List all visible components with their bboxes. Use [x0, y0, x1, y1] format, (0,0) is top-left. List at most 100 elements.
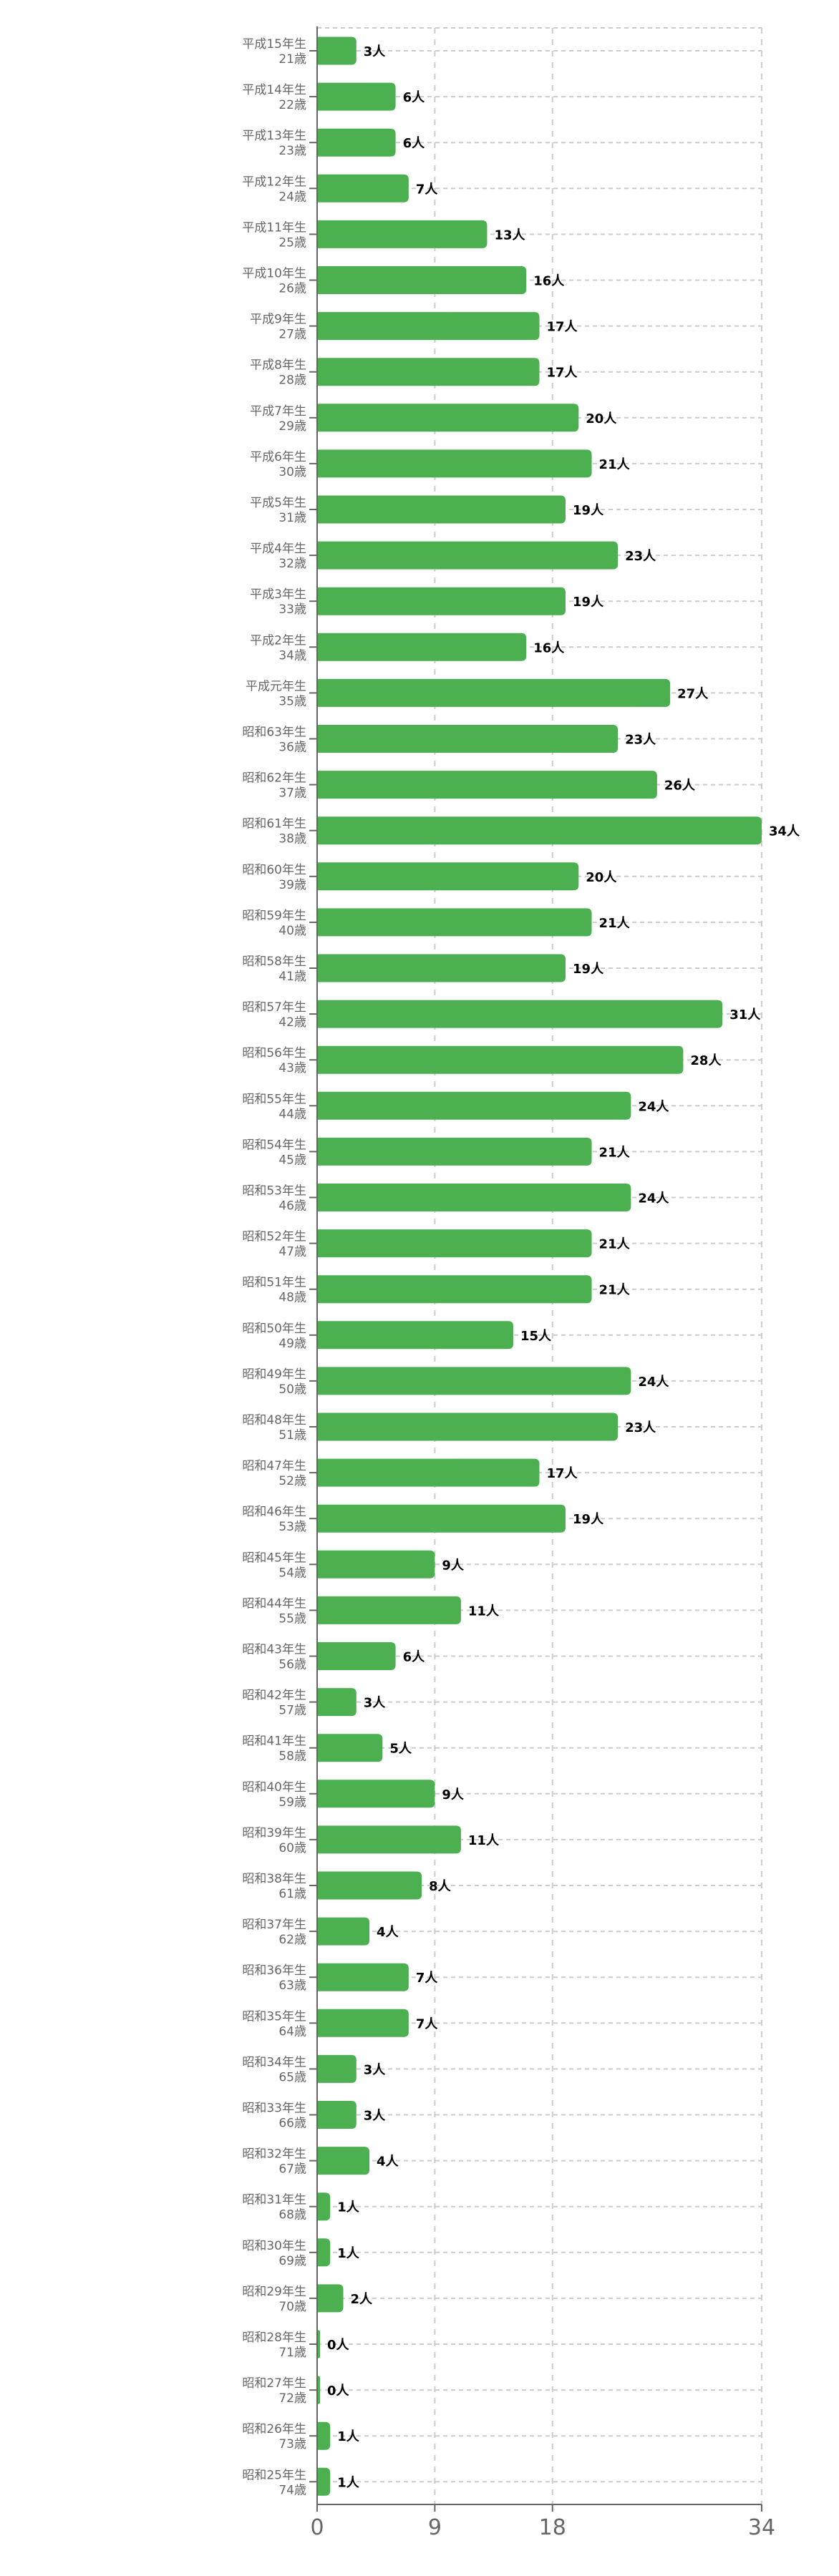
y-tick-label-birth-year: 昭和58年生 [242, 955, 306, 969]
y-tick-label-age: 38歳 [278, 832, 306, 847]
bar [317, 2054, 357, 2083]
bar [317, 1688, 357, 1717]
bar [317, 2101, 357, 2129]
y-tick-label-birth-year: 平成2年生 [250, 633, 306, 648]
y-tick-label-age: 29歳 [278, 419, 306, 434]
bar [317, 2009, 409, 2037]
bar [317, 954, 566, 982]
y-tick-label-birth-year: 昭和55年生 [242, 1092, 306, 1106]
value-label: 7人 [416, 2016, 439, 2031]
y-tick-label-birth-year: 昭和44年生 [242, 1596, 306, 1611]
value-label: 17人 [547, 320, 578, 335]
y-tick-label-birth-year: 昭和43年生 [242, 1643, 306, 1657]
bar [317, 312, 540, 341]
y-tick-label-age: 24歳 [278, 190, 306, 204]
value-label: 6人 [403, 136, 426, 151]
y-tick-label-birth-year: 昭和47年生 [242, 1459, 306, 1473]
y-tick-label-age: 28歳 [278, 374, 306, 388]
y-tick-label-age: 55歳 [278, 1611, 306, 1626]
y-tick-label-birth-year: 昭和39年生 [242, 1826, 306, 1840]
value-label: 2人 [351, 2292, 374, 2307]
value-label: 23人 [625, 1420, 656, 1435]
y-tick-label-birth-year: 昭和37年生 [242, 1918, 306, 1932]
bar [317, 633, 527, 661]
value-label: 21人 [599, 1237, 631, 1252]
bar [317, 36, 357, 65]
y-tick-label-birth-year: 昭和25年生 [242, 2468, 306, 2482]
y-tick-label-age: 30歳 [278, 465, 306, 479]
value-label: 3人 [364, 2109, 387, 2124]
y-tick-label-age: 71歳 [278, 2346, 306, 2360]
bar [317, 816, 762, 845]
y-tick-label-birth-year: 平成10年生 [242, 267, 306, 281]
value-label: 31人 [729, 1008, 761, 1023]
bar [317, 2147, 370, 2175]
value-label: 1人 [337, 2475, 360, 2490]
y-tick-label-age: 52歳 [278, 1474, 306, 1488]
y-tick-label-birth-year: 昭和57年生 [242, 1000, 306, 1015]
y-tick-label-age: 60歳 [278, 1841, 306, 1855]
y-tick-label-birth-year: 昭和49年生 [242, 1367, 306, 1382]
y-tick-label-age: 42歳 [278, 1015, 306, 1030]
y-tick-label-birth-year: 昭和41年生 [242, 1735, 306, 1749]
bar [317, 404, 579, 432]
y-tick-label-age: 69歳 [278, 2254, 306, 2268]
value-label: 9人 [442, 1787, 465, 1802]
y-tick-label-age: 59歳 [278, 1795, 306, 1810]
value-label: 0人 [327, 2384, 350, 2399]
y-tick-label-age: 62歳 [278, 1933, 306, 1947]
y-tick-label-birth-year: 昭和61年生 [242, 817, 306, 831]
bar [317, 1275, 592, 1304]
bar [317, 220, 488, 248]
bar [317, 678, 671, 707]
y-tick-label-age: 22歳 [278, 98, 306, 112]
y-tick-label-age: 43歳 [278, 1061, 306, 1075]
value-label: 28人 [690, 1053, 722, 1068]
bar [317, 449, 592, 478]
y-tick-label-age: 37歳 [278, 786, 306, 801]
y-tick-label-birth-year: 昭和63年生 [242, 726, 306, 740]
value-label: 11人 [468, 1833, 500, 1848]
y-tick-label-birth-year: 昭和50年生 [242, 1322, 306, 1336]
bar [317, 1504, 566, 1533]
value-label: 13人 [494, 228, 525, 243]
y-tick-label-age: 51歳 [278, 1428, 306, 1443]
bar [317, 1780, 435, 1808]
bar [317, 1917, 370, 1946]
y-tick-label-age: 27歳 [278, 328, 306, 342]
y-tick-label-age: 25歳 [278, 235, 306, 250]
y-tick-label-birth-year: 昭和62年生 [242, 771, 306, 786]
value-label: 15人 [520, 1329, 552, 1344]
y-tick-label-age: 49歳 [278, 1337, 306, 1351]
y-tick-label-age: 21歳 [278, 52, 306, 67]
y-tick-label-age: 33歳 [278, 602, 306, 617]
bar [317, 1825, 461, 1854]
value-label: 4人 [377, 2155, 399, 2170]
value-label: 24人 [638, 1191, 669, 1206]
y-tick-label-birth-year: 昭和46年生 [242, 1505, 306, 1519]
bar [317, 174, 409, 203]
y-tick-label-birth-year: 平成13年生 [242, 129, 306, 143]
y-tick-label-age: 66歳 [278, 2117, 306, 2131]
y-tick-label-age: 73歳 [278, 2437, 306, 2451]
y-tick-label-age: 35歳 [278, 694, 306, 708]
y-tick-label-age: 31歳 [278, 511, 306, 525]
bar [317, 1871, 422, 1900]
bar [317, 2192, 331, 2221]
y-tick-label-birth-year: 昭和52年生 [242, 1230, 306, 1244]
y-tick-label-age: 40歳 [278, 924, 306, 938]
value-label: 17人 [547, 366, 578, 381]
value-label: 26人 [664, 779, 696, 794]
y-tick-label-birth-year: 平成14年生 [242, 83, 306, 97]
y-tick-label-birth-year: 平成9年生 [250, 313, 306, 327]
bar [317, 1321, 513, 1350]
bar [317, 771, 657, 799]
y-tick-label-birth-year: 昭和33年生 [242, 2102, 306, 2116]
y-tick-label-age: 39歳 [278, 878, 306, 892]
y-tick-label-age: 67歳 [278, 2162, 306, 2177]
y-tick-label-age: 47歳 [278, 1245, 306, 1259]
bar [317, 1734, 383, 1762]
bar [317, 2284, 344, 2313]
value-label: 21人 [599, 916, 631, 931]
bar [317, 266, 527, 294]
